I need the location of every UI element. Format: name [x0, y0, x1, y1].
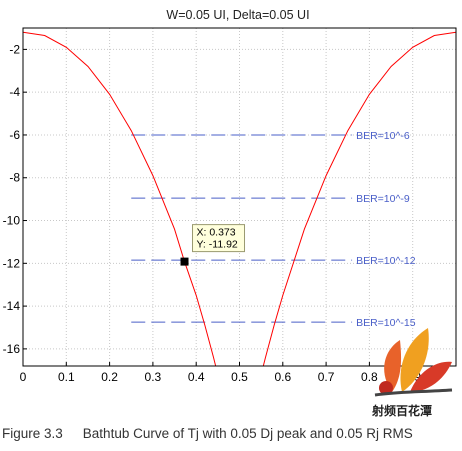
x-tick-label: 0.4: [188, 370, 205, 384]
x-tick-label: 0.7: [318, 370, 335, 384]
bathtub-curve: [23, 31, 456, 366]
datatip-box: [192, 224, 246, 253]
y-tick-label: -2: [9, 42, 20, 56]
ber-label: BER=10^-12: [356, 255, 416, 267]
x-tick-label: 0.6: [274, 370, 291, 384]
x-tick-label: 0.3: [145, 370, 162, 384]
y-tick-label: -6: [9, 128, 20, 142]
ber-label: BER=10^-9: [356, 193, 410, 205]
watermark-logo: [374, 328, 453, 397]
y-tick-label: -16: [3, 342, 21, 356]
figure-caption-text: Bathtub Curve of Tj with 0.05 Dj peak an…: [82, 426, 413, 441]
x-tick-label: 0.8: [361, 370, 378, 384]
curve-series: [23, 31, 456, 366]
x-tick-label: 0.5: [231, 370, 248, 384]
x-tick-label: 0: [20, 370, 27, 384]
x-tick-label: 0.1: [58, 370, 75, 384]
bathtub-chart: W=0.05 UI, Delta=0.05 UI BER=10^-6BER=10…: [3, 8, 457, 397]
figure-number: Figure 3.3: [2, 426, 63, 441]
y-tick-label: -8: [9, 171, 20, 185]
y-tick-label: -4: [9, 85, 20, 99]
grid: [22, 28, 456, 366]
y-tick-label: -12: [3, 256, 21, 270]
chart-title: W=0.05 UI, Delta=0.05 UI: [166, 8, 309, 22]
datatip-marker: [180, 257, 189, 266]
datatip-y-label: Y: -11.92: [197, 239, 238, 251]
y-tick-label: -14: [3, 299, 21, 313]
ber-lines: BER=10^-6 BER=10^-9 BER=10^-12 BER=10^-15: [131, 130, 416, 329]
ber-label: BER=10^-6: [356, 130, 410, 142]
figure-caption: Figure 3.3 Bathtub Curve of Tj with 0.05 …: [2, 426, 460, 441]
axis-ticks: 00.10.20.30.40.50.60.70.80.9-2-4-6-8-10-…: [3, 42, 422, 384]
datatip-x-label: X: 0.373: [197, 227, 236, 239]
x-tick-label: 0.2: [101, 370, 118, 384]
watermark-text: 射频百花潭: [372, 404, 433, 418]
ber-label: BER=10^-15: [356, 317, 416, 329]
y-tick-label: -10: [3, 214, 21, 228]
